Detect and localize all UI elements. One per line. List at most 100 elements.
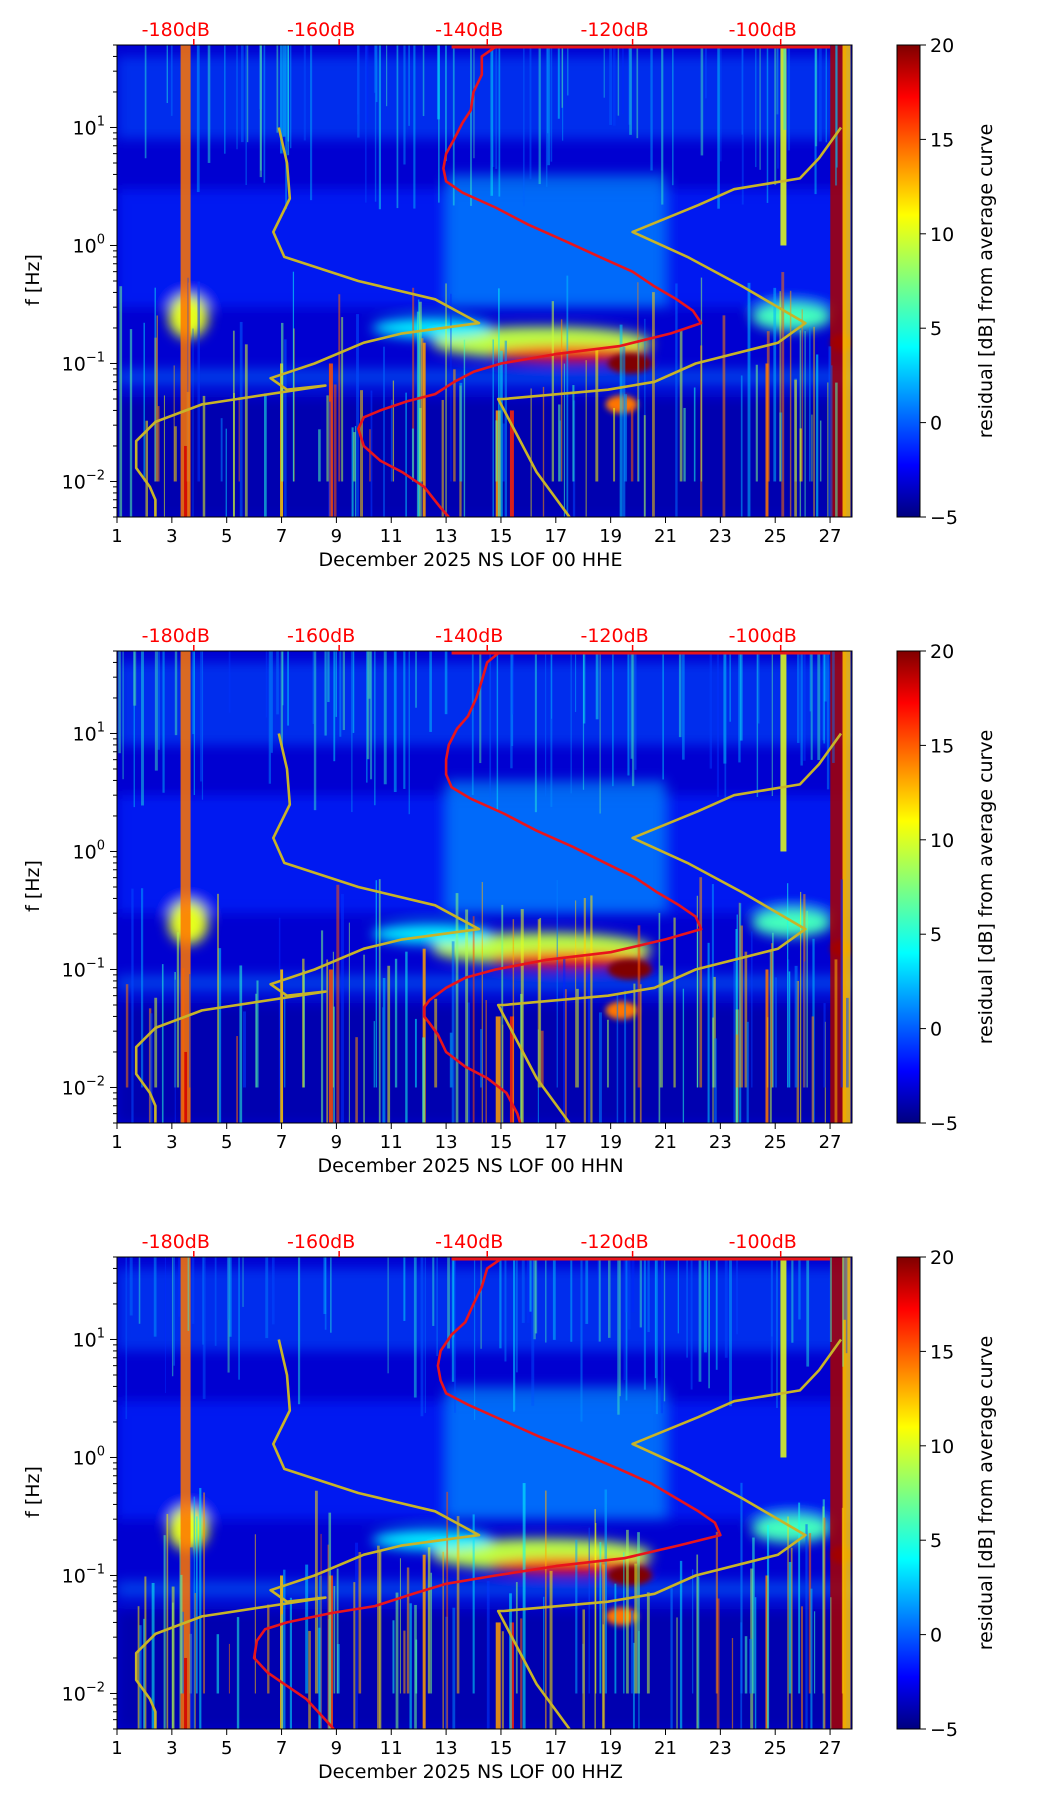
x-tick-label: 5 xyxy=(221,1132,232,1153)
x-tick-label: 27 xyxy=(819,526,842,547)
x-tick-label: 17 xyxy=(544,1132,567,1153)
colorbar-tick-label: 15 xyxy=(930,1341,954,1363)
x-tick-label: 11 xyxy=(380,526,403,547)
x-tick-label: 9 xyxy=(331,1738,342,1759)
colorbar-tick-label: 0 xyxy=(930,1625,942,1647)
colorbar-tick-label: −5 xyxy=(930,1113,958,1135)
yellow-curve-right xyxy=(496,1338,843,1729)
y-tick-label: 10−2 xyxy=(62,1680,105,1705)
y-tick-label: 10−2 xyxy=(62,468,105,493)
x-axis-label: December 2025 NS LOF 00 HHN xyxy=(317,1155,623,1177)
top-db-label: -100dB xyxy=(729,625,797,647)
x-tick-label: 21 xyxy=(654,1132,677,1153)
x-tick-label: 11 xyxy=(380,1132,403,1153)
colorbar-tick-label: 20 xyxy=(930,641,954,663)
y-tick-label: 100 xyxy=(73,1444,105,1469)
top-db-label: -180dB xyxy=(142,19,210,41)
x-tick-label: 13 xyxy=(435,1738,458,1759)
x-tick-label: 23 xyxy=(709,526,732,547)
top-db-label: -100dB xyxy=(729,19,797,41)
colorbar-tick-label: 10 xyxy=(930,1436,954,1458)
x-tick-label: 5 xyxy=(221,1738,232,1759)
x-tick-label: 3 xyxy=(166,526,177,547)
top-db-label: -120dB xyxy=(580,1231,648,1253)
x-axis-label: December 2025 NS LOF 00 HHE xyxy=(319,549,623,571)
y-tick-label: 101 xyxy=(73,1326,105,1351)
colorbar-tick-label: −5 xyxy=(930,507,958,529)
red-psd-curve xyxy=(422,651,703,1123)
colorbar-tick-label: 10 xyxy=(930,224,954,246)
y-tick-label: 101 xyxy=(73,720,105,745)
top-db-label: -100dB xyxy=(729,1231,797,1253)
spectrogram-heatmap xyxy=(117,1257,852,1729)
colorbar-tick-label: 20 xyxy=(930,1247,954,1269)
colorbar-tick-label: 0 xyxy=(930,413,942,435)
x-tick-label: 3 xyxy=(166,1132,177,1153)
x-tick-label: 23 xyxy=(709,1132,732,1153)
y-axis-label: f [Hz] xyxy=(22,1466,44,1518)
x-tick-label: 19 xyxy=(599,1738,622,1759)
colorbar-gradient xyxy=(896,44,921,518)
red-psd-curve xyxy=(356,45,703,517)
colorbar-tick-label: −5 xyxy=(930,1719,958,1741)
colorbar-tick-label: 20 xyxy=(930,35,954,57)
y-axis-label: f [Hz] xyxy=(22,860,44,912)
x-tick-label: 3 xyxy=(166,1738,177,1759)
x-tick-label: 25 xyxy=(764,526,787,547)
top-db-label: -140dB xyxy=(435,1231,503,1253)
spectrogram-heatmap xyxy=(117,651,852,1123)
x-tick-label: 21 xyxy=(654,1738,677,1759)
colorbar-tick-label: 10 xyxy=(930,830,954,852)
x-tick-label: 23 xyxy=(709,1738,732,1759)
x-tick-label: 7 xyxy=(276,1132,287,1153)
colorbar-tick-label: 0 xyxy=(930,1019,942,1041)
x-tick-label: 13 xyxy=(435,1132,458,1153)
x-tick-label: 7 xyxy=(276,1738,287,1759)
colorbar-tick-label: 5 xyxy=(930,318,942,340)
colorbar-label: residual [dB] from average curve xyxy=(975,124,997,439)
colorbar-tick-label: 5 xyxy=(930,924,942,946)
top-db-label: -180dB xyxy=(142,1231,210,1253)
x-tick-label: 25 xyxy=(764,1132,787,1153)
top-db-label: -140dB xyxy=(435,625,503,647)
yellow-curve-left xyxy=(134,733,481,1123)
top-db-label: -160dB xyxy=(287,19,355,41)
colorbar-gradient xyxy=(896,1256,921,1730)
x-tick-label: 17 xyxy=(544,1738,567,1759)
x-tick-label: 1 xyxy=(111,1132,122,1153)
y-tick-label: 100 xyxy=(73,232,105,257)
x-axis-label: December 2025 NS LOF 00 HHZ xyxy=(318,1761,623,1783)
x-tick-label: 15 xyxy=(490,1132,513,1153)
yellow-curve-right xyxy=(496,732,843,1123)
x-tick-label: 13 xyxy=(435,526,458,547)
colorbar-tick-label: 15 xyxy=(930,735,954,757)
x-tick-label: 11 xyxy=(380,1738,403,1759)
top-db-label: -120dB xyxy=(580,19,648,41)
colorbar-tick-label: 5 xyxy=(930,1530,942,1552)
y-tick-label: 10−1 xyxy=(62,956,105,981)
y-axis-label: f [Hz] xyxy=(22,254,44,306)
top-db-label: -160dB xyxy=(287,1231,355,1253)
x-tick-label: 17 xyxy=(544,526,567,547)
colorbar-gradient xyxy=(896,650,921,1124)
x-tick-label: 27 xyxy=(819,1132,842,1153)
colorbar-tick-label: 15 xyxy=(930,129,954,151)
x-tick-label: 27 xyxy=(819,1738,842,1759)
x-tick-label: 1 xyxy=(111,1738,122,1759)
top-db-label: -140dB xyxy=(435,19,503,41)
top-db-label: -120dB xyxy=(580,625,648,647)
x-tick-label: 19 xyxy=(599,526,622,547)
spectrogram-heatmap xyxy=(117,45,852,517)
x-tick-label: 9 xyxy=(331,1132,342,1153)
colorbar: 20 15 10 5 0 −5 residual [dB] from average cur… xyxy=(896,641,997,1135)
yellow-curve-left xyxy=(134,127,481,517)
x-tick-label: 7 xyxy=(276,526,287,547)
top-db-label: -160dB xyxy=(287,625,355,647)
y-tick-label: 101 xyxy=(73,114,105,139)
yellow-curve-right xyxy=(496,126,843,517)
x-tick-label: 15 xyxy=(490,1738,513,1759)
x-tick-label: 1 xyxy=(111,526,122,547)
